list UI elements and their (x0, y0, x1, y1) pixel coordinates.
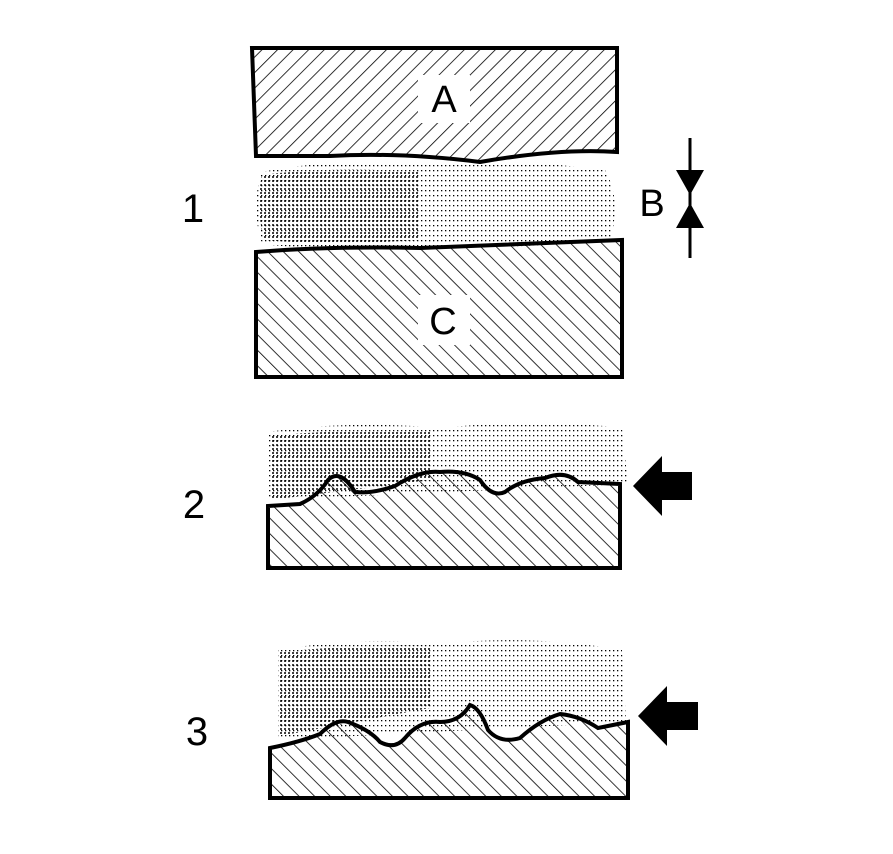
label-b: B (639, 183, 664, 225)
step-1-group: A C 1 B (182, 46, 704, 379)
lubricant-film-b (256, 162, 615, 249)
lower-block-3 (268, 702, 630, 800)
arrow-left-icon (638, 686, 698, 746)
dimension-arrows-icon (676, 138, 704, 258)
arrow-left-icon (633, 456, 692, 516)
step-label-2: 2 (183, 483, 205, 527)
step-label-1: 1 (182, 187, 204, 231)
lubricant-film-3 (278, 640, 626, 740)
step-3-group: 3 (186, 640, 698, 800)
step-label-3: 3 (186, 710, 208, 754)
label-a: A (431, 79, 457, 121)
step-2-group: 2 (183, 423, 692, 570)
label-c: C (429, 301, 456, 343)
lower-block-2 (266, 469, 622, 570)
